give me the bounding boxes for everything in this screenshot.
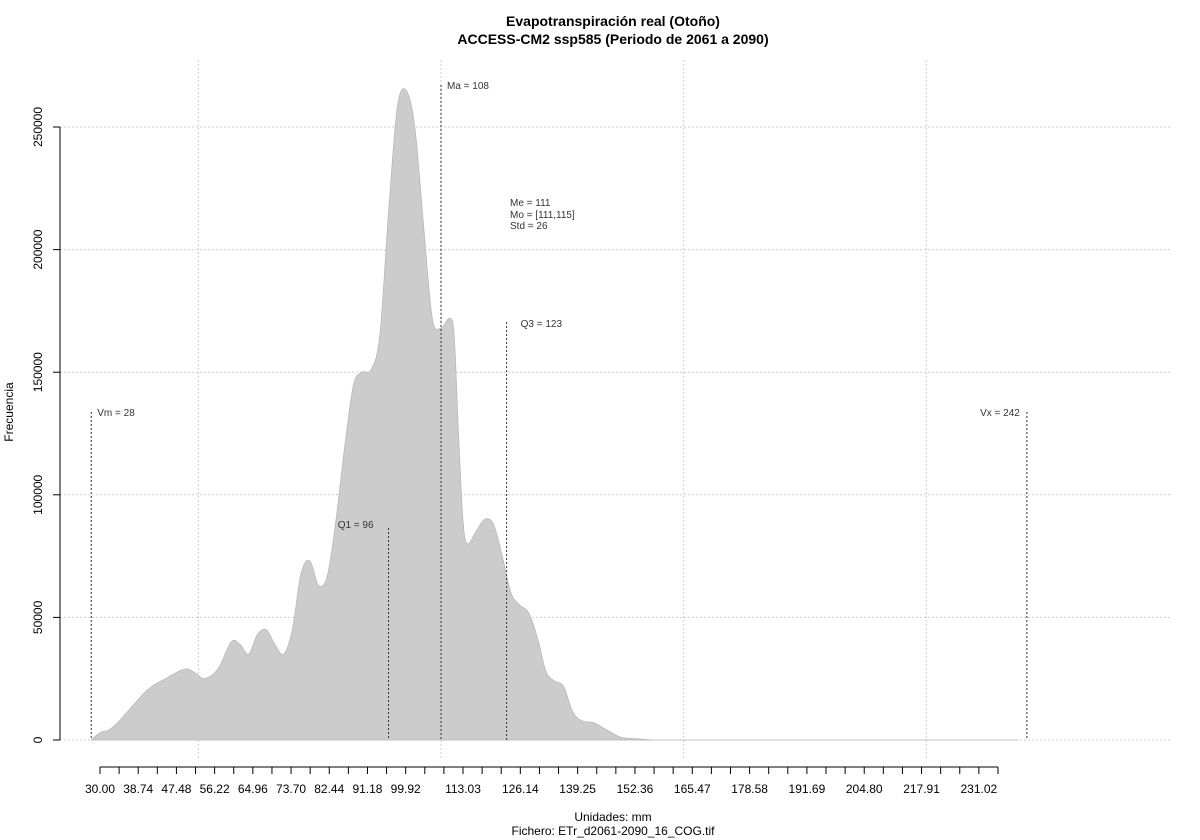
stat-annotation: Q1 = 96 (338, 520, 374, 531)
y-tick-label: 150000 (31, 352, 45, 392)
x-tick-label: 38.74 (123, 782, 153, 796)
y-tick-label: 0 (31, 736, 45, 743)
caption: Fichero: ETr_d2061-2090_16_COG.tif (512, 824, 716, 838)
stat-annotation: Mo = [111,115] (510, 210, 575, 221)
x-tick-label: 152.36 (617, 782, 654, 796)
x-tick-label: 73.70 (276, 782, 306, 796)
stat-annotation: Vm = 28 (97, 408, 135, 419)
x-axis-label: Unidades: mm (574, 810, 651, 824)
x-tick-label: 165.47 (674, 782, 711, 796)
y-tick-label: 200000 (31, 229, 45, 269)
chart-title: Evapotranspiración real (Otoño) (506, 13, 720, 29)
x-tick-label: 178.58 (731, 782, 768, 796)
y-tick-label: 50000 (31, 600, 45, 634)
x-tick-label: 91.18 (352, 782, 382, 796)
y-axis-label: Frecuencia (2, 382, 16, 442)
x-tick-label: 231.02 (961, 782, 998, 796)
x-tick-label: 113.03 (445, 782, 481, 796)
x-axis: 30.00 38.74 47.48 56.22 64.96 73.70 82.44 91.18… (85, 766, 999, 796)
chart-subtitle: ACCESS-CM2 ssp585 (Periodo de 2061 a 209… (457, 31, 768, 47)
x-tick-label: 82.44 (314, 782, 344, 796)
y-tick-label: 250000 (31, 107, 45, 147)
x-tick-label: 64.96 (238, 782, 268, 796)
x-tick-label: 217.91 (903, 782, 940, 796)
x-tick-label: 47.48 (161, 782, 191, 796)
stat-annotation: Vx = 242 (980, 408, 1020, 419)
y-tick-label: 100000 (31, 474, 45, 514)
x-tick-label: 204.80 (846, 782, 883, 796)
stat-annotation: Me = 111 (510, 198, 551, 209)
density-area (90, 88, 1019, 741)
statistic-lines (90, 85, 1028, 740)
x-tick-label: 126.14 (502, 782, 539, 796)
stat-annotation: Q3 = 123 (521, 319, 563, 330)
x-tick-label: 191.69 (789, 782, 826, 796)
x-tick-label: 99.92 (391, 782, 421, 796)
x-tick-label: 56.22 (200, 782, 230, 796)
x-tick-label: 139.25 (559, 782, 596, 796)
stat-annotation: Std = 26 (510, 221, 548, 232)
y-axis: 0 50000 100000 150000 200000 250000 (31, 107, 61, 743)
stat-annotation: Ma = 108 (447, 81, 489, 92)
x-tick-label: 30.00 (85, 782, 115, 796)
